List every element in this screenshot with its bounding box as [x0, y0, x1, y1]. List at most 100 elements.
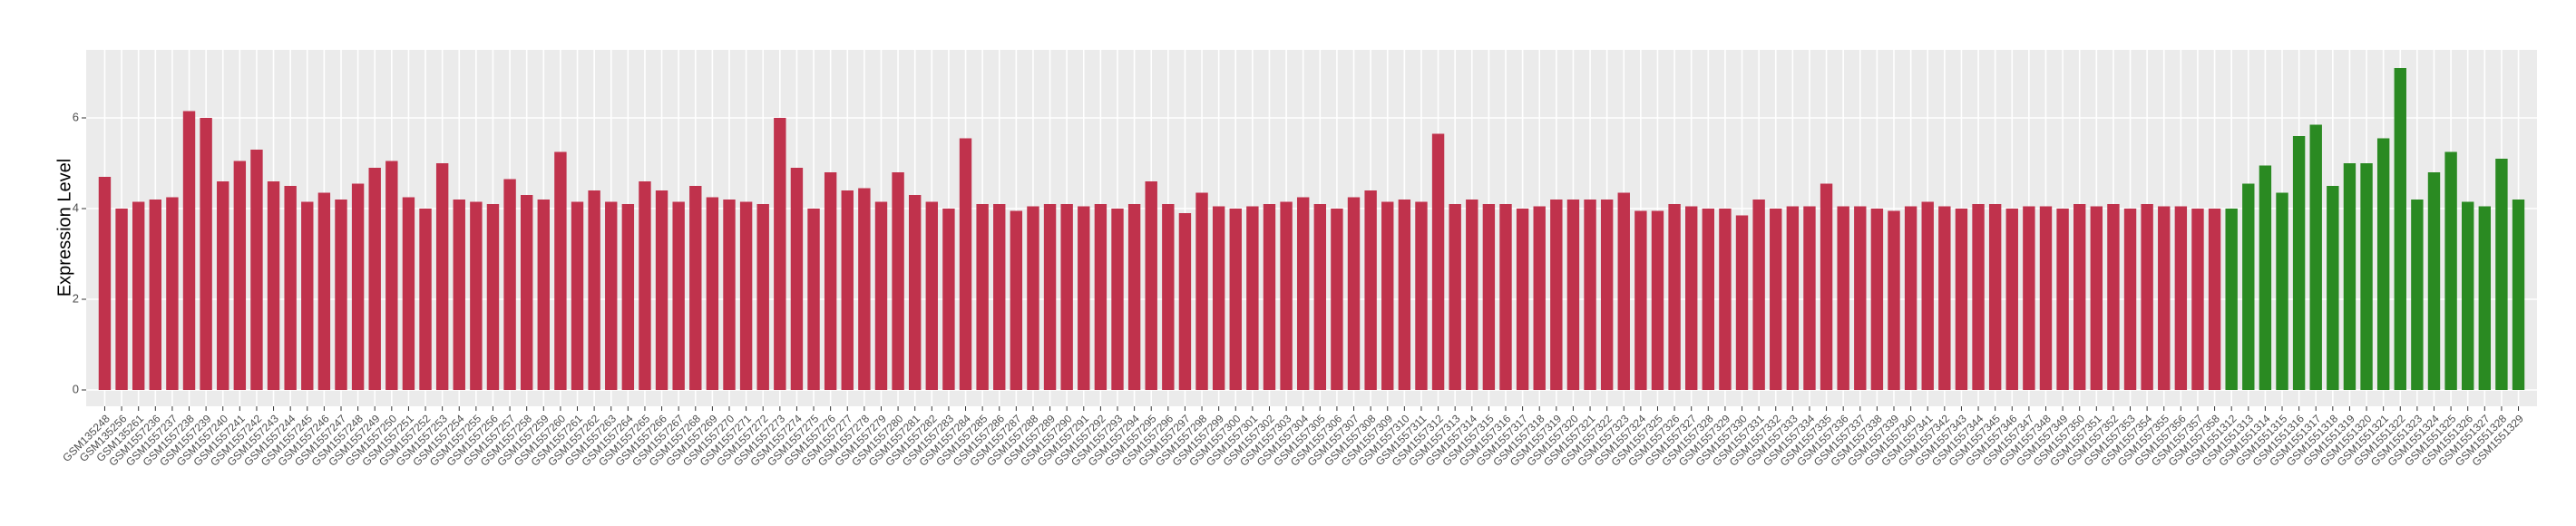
bar: [115, 209, 128, 390]
bar: [1482, 204, 1496, 390]
bar: [942, 209, 955, 390]
bar: [874, 201, 888, 390]
bar: [2208, 209, 2221, 390]
bar: [2073, 204, 2086, 390]
bar: [1364, 190, 1377, 390]
bar: [2141, 204, 2153, 390]
bar: [807, 209, 820, 390]
bar: [1617, 192, 1630, 390]
bar: [1921, 201, 1934, 390]
bar: [98, 177, 112, 390]
bar: [1988, 204, 2002, 390]
bar: [1027, 206, 1039, 390]
bar: [925, 201, 939, 390]
bar: [1078, 206, 1090, 390]
bar: [217, 181, 229, 390]
bar: [2191, 209, 2204, 390]
bar: [1651, 210, 1664, 390]
bar: [605, 201, 618, 390]
bar: [2309, 124, 2322, 390]
bar: [1786, 206, 1800, 390]
bar: [1195, 192, 1208, 390]
bar: [1094, 204, 1107, 390]
bar: [520, 195, 533, 390]
bar: [689, 186, 702, 390]
bar: [959, 138, 972, 390]
bar: [1111, 209, 1124, 390]
bar: [2343, 163, 2356, 390]
bar: [2427, 172, 2441, 390]
bar: [453, 200, 465, 390]
bar: [2462, 201, 2474, 390]
bar: [639, 181, 651, 390]
bar: [1533, 206, 1546, 390]
bar: [571, 201, 584, 390]
bar: [1684, 206, 1698, 390]
bar: [1449, 204, 1461, 390]
bar: [706, 197, 719, 390]
bar: [1499, 204, 1512, 390]
bar: [2023, 206, 2035, 390]
bar: [1347, 197, 1361, 390]
bar: [774, 118, 786, 390]
bar: [858, 188, 871, 390]
bar: [621, 204, 635, 390]
bar: [672, 201, 685, 390]
bar: [1010, 210, 1023, 390]
bar: [1280, 201, 1293, 390]
bar: [132, 201, 145, 390]
bar: [1820, 183, 1833, 390]
bar: [2360, 163, 2373, 390]
bar: [385, 161, 398, 390]
y-tick-label: 4: [73, 200, 79, 214]
bar: [1229, 209, 1242, 390]
bar: [1600, 200, 1614, 390]
bar: [1752, 200, 1765, 390]
bar: [2174, 206, 2188, 390]
bar: [1060, 204, 1073, 390]
bar: [335, 200, 347, 390]
bar: [166, 197, 179, 390]
bar: [1668, 204, 1681, 390]
bar: [723, 200, 736, 390]
bar: [267, 181, 280, 390]
bar: [250, 150, 263, 390]
bar: [200, 118, 212, 390]
bar: [756, 204, 769, 390]
bar: [2512, 200, 2525, 390]
bar: [1313, 204, 1327, 390]
bar: [554, 151, 567, 390]
bar: [2056, 209, 2069, 390]
bar: [2090, 206, 2103, 390]
bar: [1735, 215, 1749, 390]
bar: [2005, 209, 2018, 390]
bar: [2123, 209, 2137, 390]
bar: [1837, 206, 1849, 390]
bar: [351, 183, 365, 390]
bar: [368, 168, 381, 390]
bar: [892, 172, 904, 390]
bar: [2292, 136, 2306, 390]
bar: [1955, 209, 1968, 390]
bar: [1550, 200, 1563, 390]
bar: [2376, 138, 2390, 390]
bar: [841, 190, 854, 390]
bar: [1162, 204, 1175, 390]
bar: [1415, 201, 1428, 390]
bar: [2225, 209, 2238, 390]
bar: [1719, 209, 1732, 390]
bar: [1584, 200, 1596, 390]
bar: [402, 197, 415, 390]
bar: [2242, 183, 2255, 390]
bar: [1972, 204, 1985, 390]
bar: [790, 168, 804, 390]
bar: [1043, 204, 1057, 390]
bar: [435, 163, 449, 390]
bar: [1803, 206, 1816, 390]
y-axis-title: Expression Level: [54, 159, 74, 297]
bar: [470, 201, 483, 390]
bar: [2107, 204, 2120, 390]
bar: [1145, 181, 1157, 390]
